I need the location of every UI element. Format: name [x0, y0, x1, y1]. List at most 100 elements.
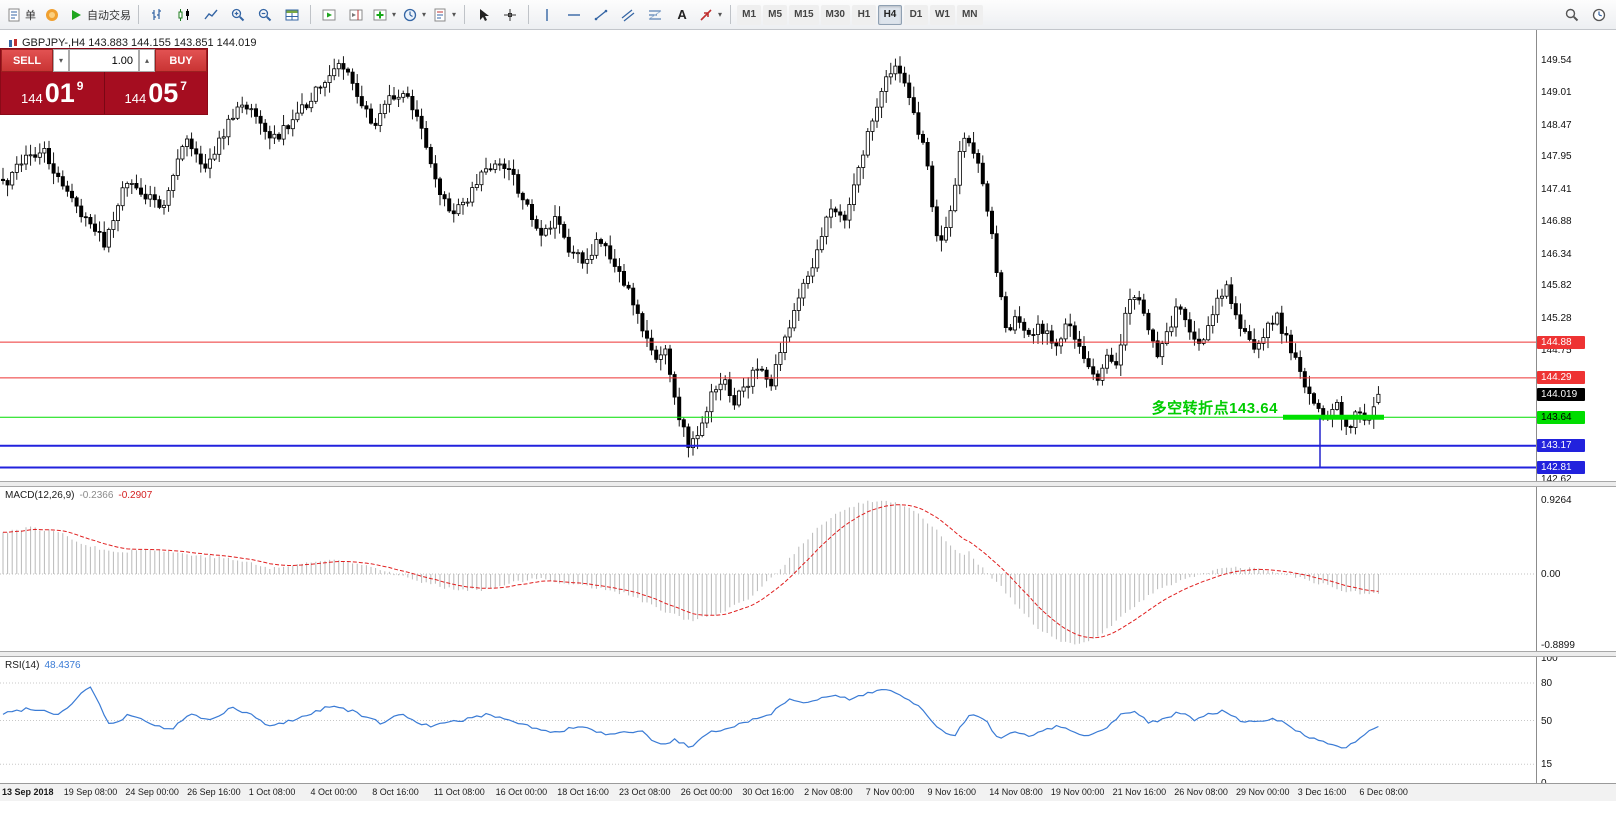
- vertical-line-button[interactable]: [534, 4, 560, 26]
- candlesticks: [0, 56, 1381, 458]
- templates-dropdown[interactable]: ▾: [452, 10, 457, 19]
- timeframe-button-MN[interactable]: MN: [956, 4, 983, 25]
- time-axis-label: 8 Oct 16:00: [372, 787, 419, 797]
- volume-down-stepper[interactable]: ▾: [53, 49, 69, 72]
- time-axis-label: 11 Oct 08:00: [433, 787, 485, 797]
- timeframe-button-H4[interactable]: H4: [877, 4, 902, 25]
- time-axis-label: 13 Sep 2018: [2, 787, 54, 797]
- pane-separator[interactable]: [0, 651, 1616, 657]
- horizontal-line-button[interactable]: [561, 4, 587, 26]
- periods-dropdown[interactable]: ▾: [422, 10, 427, 19]
- pane-separator[interactable]: [0, 481, 1616, 487]
- macd-pane[interactable]: MACD(12,26,9) -0.2366 -0.2907: [0, 487, 1536, 651]
- indicators-dropdown[interactable]: ▾: [392, 10, 397, 19]
- timeframe-button-H1[interactable]: H1: [851, 4, 876, 25]
- zoom-in-button[interactable]: [225, 4, 251, 26]
- timeframe-button-M1[interactable]: M1: [737, 4, 762, 25]
- chart-shift-button[interactable]: [343, 4, 369, 26]
- session-clock-button[interactable]: [1586, 4, 1612, 26]
- timeframe-button-M30[interactable]: M30: [820, 4, 850, 25]
- price-axis-label: 147.41: [1541, 183, 1572, 195]
- mql5-button[interactable]: [39, 4, 65, 26]
- indicators-button[interactable]: ▾: [370, 4, 399, 26]
- vertical-line-icon: [546, 8, 548, 21]
- fibonacci-icon: [648, 10, 662, 19]
- macd-axis-label: 0.00: [1541, 569, 1561, 580]
- toolbar-separator: [528, 5, 530, 24]
- one-click-trading-panel: SELL ▾ ▴ BUY 144 01 9 144 05 7: [0, 48, 208, 115]
- new-order-button[interactable]: 单: [4, 4, 38, 26]
- time-axis-label: 14 Nov 08:00: [989, 787, 1043, 797]
- buy-price-big: 05: [148, 77, 179, 108]
- rsi-name: RSI(14): [5, 660, 40, 671]
- chart-symbol-title: GBPJPY-,H4 143.883 144.155 143.851 144.0…: [8, 37, 256, 49]
- time-axis-label: 18 Oct 16:00: [557, 787, 609, 797]
- price-axis[interactable]: 149.54 149.01 148.47 147.95 147.41 146.88 146.…: [1536, 30, 1616, 801]
- symbol-search-button[interactable]: [1559, 4, 1585, 26]
- buy-price[interactable]: 144 05 7: [105, 72, 208, 114]
- arrows-tool-button[interactable]: ▾: [696, 4, 725, 26]
- cursor-button[interactable]: [470, 4, 496, 26]
- time-axis-label: 26 Nov 08:00: [1174, 787, 1228, 797]
- line-chart-button[interactable]: [198, 4, 224, 26]
- sell-price[interactable]: 144 01 9: [1, 72, 104, 114]
- cursor-icon: [480, 8, 490, 21]
- channel-button[interactable]: [615, 4, 641, 26]
- trendline-button[interactable]: [588, 4, 614, 26]
- price-axis-label: 146.88: [1541, 216, 1572, 228]
- macd-axis-label: -0.8899: [1541, 640, 1575, 652]
- time-axis-label: 4 Oct 00:00: [310, 787, 358, 797]
- timeframe-button-M15[interactable]: M15: [789, 4, 819, 25]
- chart-shift-icon: [349, 9, 363, 20]
- time-axis-label: 19 Sep 08:00: [63, 787, 118, 797]
- time-axis-label: 7 Nov 00:00: [865, 787, 915, 797]
- text-tool-button[interactable]: A: [669, 4, 695, 26]
- autotrading-button[interactable]: 自动交易: [66, 4, 133, 26]
- price-level-label: 144.29: [1537, 371, 1585, 385]
- macd-label: MACD(12,26,9) -0.2366 -0.2907: [5, 490, 152, 501]
- fibonacci-button[interactable]: [642, 4, 668, 26]
- zoom-out-button[interactable]: [252, 4, 278, 26]
- price-axis-label: 144.75: [1541, 345, 1572, 357]
- mql5-icon: [46, 8, 58, 21]
- trade-panel-prices: 144 01 9 144 05 7: [1, 72, 207, 114]
- bar-chart-button[interactable]: [144, 4, 170, 26]
- timeframe-button-D1[interactable]: D1: [903, 4, 928, 25]
- time-axis-label: 29 Nov 00:00: [1236, 787, 1290, 797]
- zoom-out-icon: [258, 8, 272, 21]
- timeframe-button-W1[interactable]: W1: [929, 4, 955, 25]
- main-chart-pane[interactable]: GBPJPY-,H4 143.883 144.155 143.851 144.0…: [0, 30, 1536, 481]
- macd-axis-label: 0.9264: [1541, 494, 1572, 506]
- rsi-pane[interactable]: RSI(14) 48.4376: [0, 657, 1536, 783]
- rsi-line: [2, 686, 1379, 749]
- buy-button[interactable]: BUY: [155, 49, 207, 72]
- bar-chart-icon: [152, 8, 161, 20]
- arrows-dropdown[interactable]: ▾: [718, 10, 723, 19]
- price-level-label: 143.64: [1537, 410, 1585, 424]
- time-axis[interactable]: 13 Sep 2018 19 Sep 08:00 24 Sep 00:00 26 Se…: [0, 783, 1616, 801]
- new-chart-button[interactable]: [279, 4, 305, 26]
- level-lines[interactable]: [0, 341, 1536, 469]
- sell-button[interactable]: SELL: [1, 49, 53, 72]
- periods-button[interactable]: ▾: [400, 4, 429, 26]
- rsi-value: 48.4376: [44, 660, 81, 671]
- timeframe-button-M5[interactable]: M5: [763, 4, 788, 25]
- volume-up-stepper[interactable]: ▴: [139, 49, 155, 72]
- macd-main-value: -0.2366: [79, 490, 114, 501]
- crosshair-button[interactable]: [497, 4, 523, 26]
- auto-scroll-button[interactable]: [316, 4, 342, 26]
- price-axis-label: 146.34: [1541, 248, 1572, 260]
- macd-signal-line: [3, 504, 1379, 639]
- toolbar-separator: [464, 5, 466, 24]
- time-axis-label: 9 Nov 16:00: [927, 787, 977, 797]
- line-chart-icon: [204, 9, 218, 19]
- macd-name: MACD(12,26,9): [5, 490, 75, 501]
- play-icon: [72, 9, 81, 20]
- templates-button[interactable]: ▾: [430, 4, 459, 26]
- candlestick-chart-button[interactable]: [171, 4, 197, 26]
- macd-histogram: [2, 500, 1379, 645]
- buy-price-main: 144: [124, 90, 147, 106]
- volume-input[interactable]: [69, 49, 139, 72]
- toolbar-separator: [310, 5, 311, 24]
- rsi-svg: [0, 682, 1536, 765]
